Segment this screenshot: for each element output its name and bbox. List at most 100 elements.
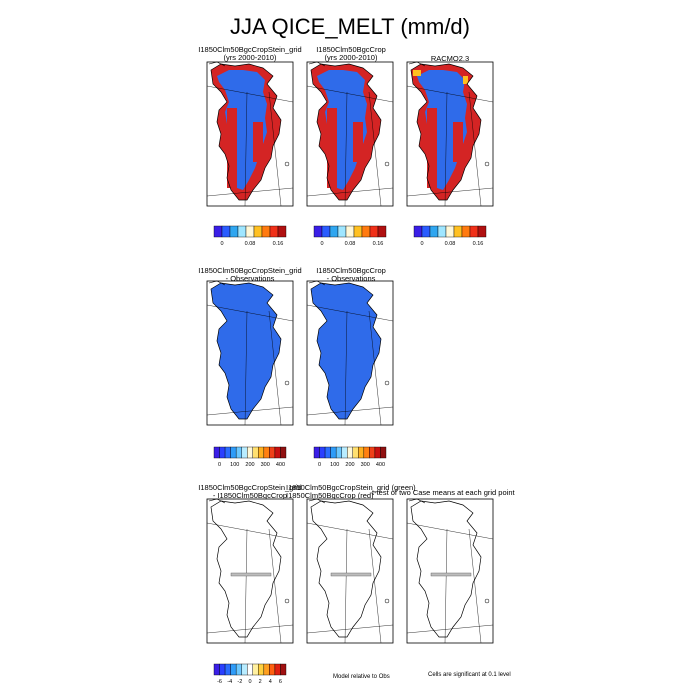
colorbar-box	[445, 225, 455, 238]
panel-title-line1: I1850Clm50BgcCrop	[316, 45, 386, 54]
coastline	[208, 498, 226, 504]
colorbar-tick-label: 0	[318, 462, 321, 468]
colorbar-box	[245, 225, 255, 238]
bias-area	[311, 283, 381, 419]
colorbar-box	[274, 446, 281, 459]
coastline	[208, 61, 226, 67]
graticule	[306, 85, 394, 103]
panel-frame	[406, 498, 494, 644]
panel-title-line1: I1850Clm50BgcCropStein_grid	[198, 483, 302, 492]
colorbar-box	[252, 446, 259, 459]
coastline	[384, 161, 390, 167]
map-panel-3	[206, 280, 294, 426]
map-panel-5	[206, 498, 294, 644]
colorbar-tick-label: 0	[320, 241, 323, 247]
coastline	[308, 498, 326, 504]
colorbar-box	[413, 225, 423, 238]
graticule	[306, 522, 394, 540]
colorbar-box	[237, 225, 247, 238]
band	[330, 572, 372, 577]
figure-title: JJA QICE_MELT (mm/d)	[229, 14, 470, 39]
colorbar-box	[469, 225, 479, 238]
colorbar-cb-row1-a: 0 0.08 0.16	[213, 225, 287, 247]
graticule	[268, 528, 282, 644]
colorbar-box	[241, 446, 248, 459]
graticule	[306, 187, 394, 197]
colorbar-tick-label: 0.08	[345, 241, 356, 247]
coastline	[408, 61, 426, 67]
panel-title-line1: I1850Clm50BgcCrop	[316, 266, 386, 275]
graticule	[344, 310, 348, 426]
graticule	[306, 624, 394, 634]
colorbar-tick-label: 0	[218, 462, 221, 468]
colorbar-box	[269, 225, 279, 238]
map-panel-2	[406, 61, 494, 207]
panel-title-line1: RACMO2.3	[430, 54, 470, 63]
graticule	[444, 91, 448, 207]
colorbar-box	[253, 225, 263, 238]
colorbar-tick-label: 0	[220, 241, 223, 247]
colorbar-box	[263, 663, 270, 676]
colorbar-box	[374, 446, 381, 459]
graticule	[468, 91, 482, 207]
coastline	[408, 498, 426, 504]
coastline	[210, 63, 282, 201]
panel-title-line2: (yrs 2000-2010)	[223, 53, 277, 62]
colorbar-box	[277, 225, 287, 238]
graticule	[406, 187, 494, 197]
panel-title-line1: I1850Clm50BgcCropStein_grid	[198, 45, 302, 54]
colorbar-box	[219, 663, 226, 676]
colorbar-box	[213, 446, 220, 459]
significance-note: Cells are significant at 0.1 level	[428, 672, 511, 678]
colorbar-tick-label: 2	[259, 679, 262, 685]
melt-area	[463, 76, 468, 84]
colorbar-box	[345, 225, 355, 238]
panel-title-line2: I1850Clm50BgcCrop (red)	[286, 491, 374, 500]
melt-area	[353, 122, 363, 162]
graticule	[344, 91, 348, 207]
colorbar-cb-row1-b: 0 0.08 0.16	[313, 225, 387, 247]
colorbar-box	[352, 446, 359, 459]
graticule	[306, 406, 394, 416]
colorbar-box	[369, 446, 376, 459]
graticule	[306, 304, 394, 322]
coastline	[284, 380, 290, 386]
colorbar-tick-label: -6	[217, 679, 222, 685]
colorbar-box	[261, 225, 271, 238]
graticule	[244, 528, 248, 644]
melt-area	[227, 108, 237, 188]
colorbar-tick-label: 0	[248, 679, 251, 685]
panel-title-line1: t-test of two Case means at each grid po…	[372, 488, 515, 497]
colorbar-box	[477, 225, 487, 238]
coastline	[284, 598, 290, 604]
graticule	[206, 85, 294, 103]
panel-title-r1c1: I1850Clm50BgcCrop - Observations	[286, 267, 416, 283]
colorbar-box	[235, 663, 242, 676]
melt-area	[413, 70, 421, 76]
colorbar-box	[319, 446, 326, 459]
melt-area	[253, 122, 263, 162]
colorbar-box	[380, 446, 387, 459]
colorbar-box	[224, 663, 231, 676]
colorbar-box	[221, 225, 231, 238]
graticule	[206, 187, 294, 197]
graticule	[206, 406, 294, 416]
colorbar-box	[429, 225, 439, 238]
colorbar-tick-label: 300	[361, 462, 370, 468]
coastline	[308, 61, 326, 67]
panel-title-line2: - I1850Clm50BgcCrop	[212, 491, 288, 500]
panel-title-line2: - Observations	[225, 274, 275, 283]
panel-title-line1: I1850Clm50BgcCropStein_grid (green)	[286, 483, 416, 492]
colorbar-box	[335, 446, 342, 459]
graticule	[368, 528, 382, 644]
map-panel-7	[406, 498, 494, 644]
map-panel-4	[306, 280, 394, 426]
coastline	[410, 500, 482, 638]
colorbar-box	[437, 225, 447, 238]
coastline	[208, 280, 226, 286]
graticule	[344, 528, 348, 644]
colorbar-tick-label: 300	[261, 462, 270, 468]
colorbar-tick-label: 0.16	[273, 241, 284, 247]
colorbar-box	[269, 663, 276, 676]
graticule	[206, 304, 294, 322]
